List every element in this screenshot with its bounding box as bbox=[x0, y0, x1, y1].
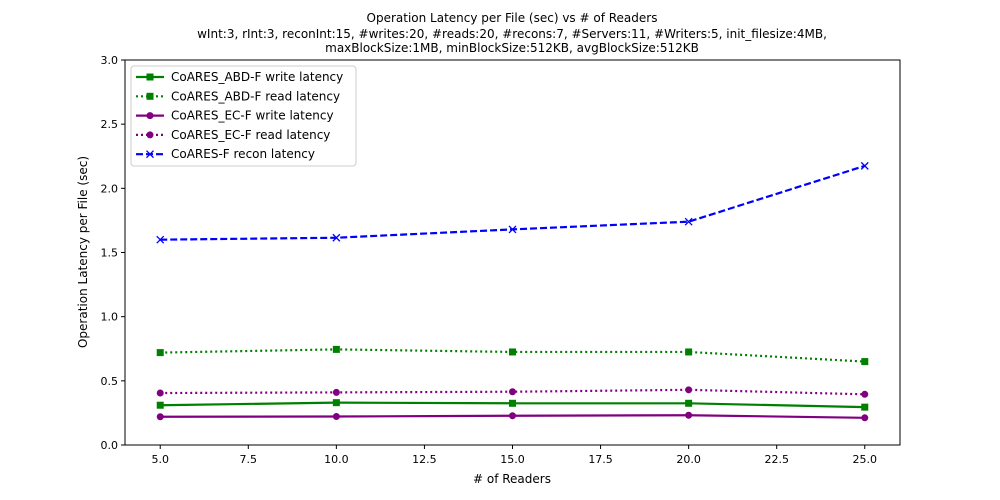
y-axis-label: Operation Latency per File (sec) bbox=[76, 156, 90, 348]
series-5 bbox=[156, 161, 869, 244]
x-tick-label: 10.0 bbox=[324, 453, 349, 466]
data-point bbox=[332, 233, 341, 242]
x-axis-label: # of Readers bbox=[473, 472, 551, 486]
data-point bbox=[861, 358, 869, 366]
legend-marker bbox=[146, 131, 154, 139]
series-2 bbox=[156, 345, 869, 366]
legend-marker bbox=[146, 112, 154, 120]
data-point bbox=[861, 390, 869, 398]
data-point bbox=[156, 349, 164, 357]
legend-item: CoARES_EC-F write latency bbox=[136, 109, 334, 123]
data-point bbox=[156, 413, 164, 421]
data-point bbox=[685, 399, 693, 407]
legend-label: CoARES_EC-F read latency bbox=[171, 128, 330, 142]
legend-label: CoARES_ABD-F write latency bbox=[171, 70, 343, 84]
data-point bbox=[509, 348, 516, 356]
data-point bbox=[156, 389, 164, 397]
data-point bbox=[156, 401, 164, 409]
x-tick-label: 22.5 bbox=[764, 453, 789, 466]
data-point bbox=[861, 414, 869, 422]
series-3 bbox=[156, 411, 869, 422]
legend-label: CoARES_ABD-F read latency bbox=[171, 89, 340, 103]
legend-marker bbox=[146, 92, 154, 100]
data-point bbox=[332, 388, 340, 396]
data-point bbox=[685, 411, 693, 419]
legend-item: CoARES-F recon latency bbox=[136, 147, 315, 161]
data-point bbox=[509, 412, 516, 420]
x-tick-label: 5.0 bbox=[151, 453, 169, 466]
legend-item: CoARES_ABD-F read latency bbox=[136, 89, 340, 103]
data-point bbox=[332, 345, 340, 353]
y-tick-label: 0.5 bbox=[101, 375, 119, 388]
legend-marker bbox=[146, 150, 154, 159]
y-tick-label: 1.5 bbox=[101, 247, 119, 260]
data-point bbox=[684, 217, 693, 226]
y-tick-label: 0.0 bbox=[101, 439, 119, 452]
x-tick-label: 20.0 bbox=[676, 453, 701, 466]
y-axis-ticks: 0.0 0.5 1.0 1.5 2.0 2.5 3.0 bbox=[101, 54, 125, 452]
legend-item: CoARES_EC-F read latency bbox=[136, 128, 330, 142]
legend-label: CoARES-F recon latency bbox=[171, 147, 315, 161]
y-tick-label: 2.0 bbox=[101, 182, 119, 195]
x-tick-label: 15.0 bbox=[500, 453, 525, 466]
data-point bbox=[332, 413, 340, 421]
data-point bbox=[860, 161, 869, 170]
data-point bbox=[156, 235, 165, 244]
legend: CoARES_ABD-F write latency CoARES_ABD-F r… bbox=[130, 65, 357, 167]
data-point bbox=[509, 388, 516, 396]
y-tick-label: 2.5 bbox=[101, 118, 119, 131]
data-point bbox=[332, 399, 340, 407]
series-4 bbox=[156, 386, 869, 398]
legend-marker bbox=[146, 73, 154, 81]
series-1 bbox=[156, 399, 869, 411]
x-tick-label: 12.5 bbox=[412, 453, 437, 466]
legend-box bbox=[130, 65, 357, 167]
x-tick-label: 7.5 bbox=[240, 453, 258, 466]
y-tick-label: 1.0 bbox=[101, 311, 119, 324]
data-point bbox=[861, 403, 869, 411]
chart-title: Operation Latency per File (sec) vs # of… bbox=[367, 11, 658, 25]
series-layer bbox=[156, 161, 869, 422]
data-point bbox=[685, 386, 693, 394]
legend-item: CoARES_ABD-F write latency bbox=[136, 70, 343, 84]
data-point bbox=[685, 348, 693, 356]
data-point bbox=[508, 225, 517, 234]
data-point bbox=[509, 399, 516, 407]
x-tick-label: 17.5 bbox=[588, 453, 613, 466]
legend-label: CoARES_EC-F write latency bbox=[171, 109, 334, 123]
x-tick-label: 25.0 bbox=[853, 453, 878, 466]
chart-subtitle-line-2: maxBlockSize:1MB, minBlockSize:512KB, av… bbox=[325, 41, 699, 55]
chart-subtitle-line-1: wInt:3, rInt:3, reconInt:15, #writes:20,… bbox=[197, 27, 827, 41]
x-axis-ticks: 5.0 7.5 10.0 12.5 15.0 17.5 20.0 22.5 25.0 bbox=[151, 445, 877, 466]
y-tick-label: 3.0 bbox=[101, 54, 119, 67]
